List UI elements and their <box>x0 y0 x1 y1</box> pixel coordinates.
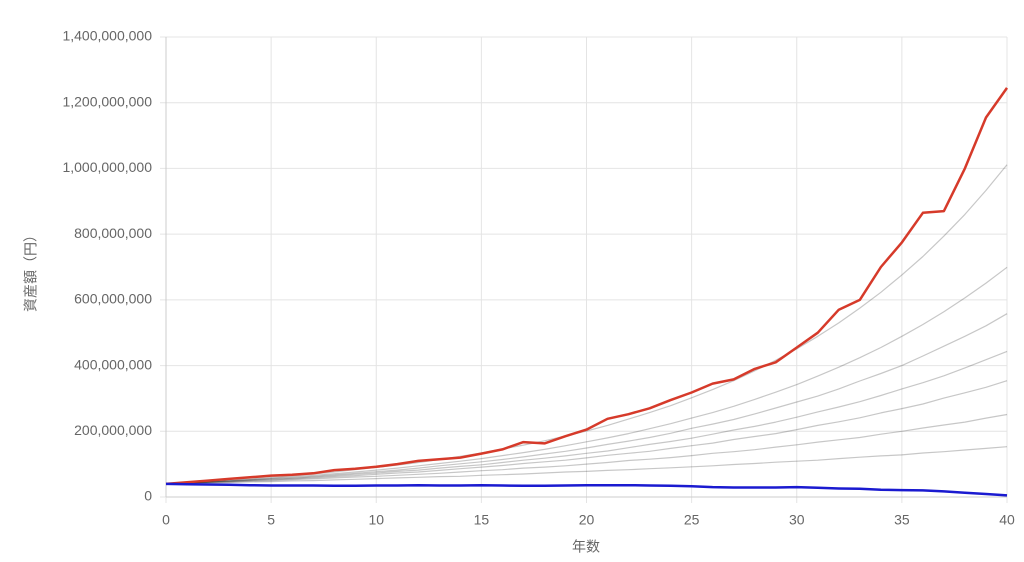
y-tick-label: 1,000,000,000 <box>62 159 152 175</box>
y-axis-label: 資産額（円） <box>23 228 39 312</box>
y-tick-label: 600,000,000 <box>74 291 152 307</box>
y-tick-label: 1,200,000,000 <box>62 93 152 109</box>
x-tick-label: 40 <box>999 512 1015 528</box>
y-tick-label: 200,000,000 <box>74 422 152 438</box>
series-line <box>165 313 1008 485</box>
series-line <box>165 380 1008 485</box>
x-tick-label: 30 <box>789 512 805 528</box>
series-line <box>165 266 1008 485</box>
x-tick-label: 35 <box>894 512 910 528</box>
series-line <box>165 446 1008 485</box>
y-tick-label: 400,000,000 <box>74 356 152 372</box>
x-tick-label: 0 <box>162 512 170 528</box>
x-axis-label: 年数 <box>572 539 600 555</box>
y-tick-label: 800,000,000 <box>74 225 152 241</box>
y-tick-label: 0 <box>144 488 152 504</box>
series-line <box>165 350 1008 485</box>
x-tick-label: 10 <box>368 512 384 528</box>
x-tick-label: 25 <box>684 512 700 528</box>
series-line <box>165 413 1008 485</box>
series-line <box>165 482 1008 497</box>
y-tick-label: 1,400,000,000 <box>62 28 152 44</box>
x-tick-label: 5 <box>267 512 275 528</box>
x-tick-label: 15 <box>474 512 490 528</box>
x-tick-label: 20 <box>579 512 595 528</box>
series-line <box>165 87 1009 486</box>
